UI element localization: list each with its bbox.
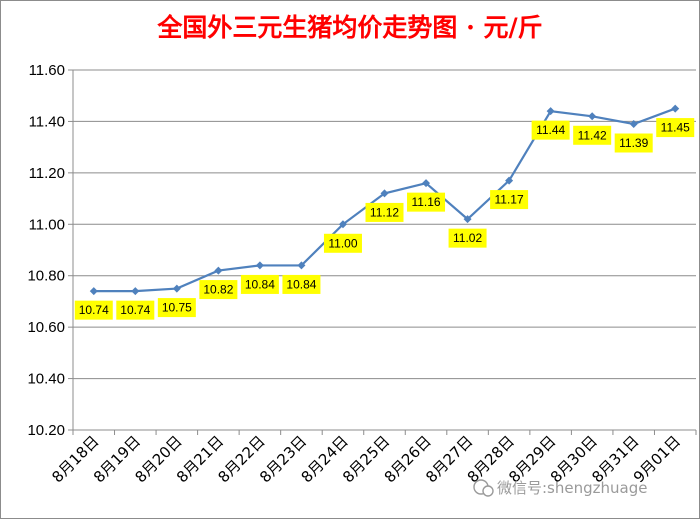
data-point [172, 284, 181, 293]
y-tick-label: 11.20 [29, 165, 65, 182]
axes [68, 69, 697, 435]
wechat-icon [473, 479, 494, 497]
data-point [214, 266, 223, 275]
data-point [588, 112, 597, 121]
data-label-bg [323, 233, 362, 253]
data-label: 10.84 [245, 277, 275, 291]
data-label-bg [199, 280, 238, 300]
data-point [255, 261, 264, 270]
data-label: 11.00 [328, 236, 357, 250]
data-point [671, 104, 680, 113]
data-label: 10.74 [79, 303, 109, 317]
data-label-bg [448, 228, 487, 248]
data-label-bg [531, 120, 570, 140]
data-point [505, 176, 514, 185]
y-tick-label: 10.60 [27, 319, 65, 336]
data-point [131, 287, 140, 296]
data-label: 11.39 [619, 136, 648, 150]
y-tick-label: 10.80 [27, 268, 65, 285]
data-labels: 10.74 10.74 10.75 10.82 10.84 10.84 11.00 11.12… [74, 118, 695, 320]
data-point [463, 215, 472, 224]
data-label: 10.74 [120, 303, 150, 317]
data-label-bg [490, 190, 529, 210]
data-label-bg [365, 202, 404, 222]
data-point [380, 189, 389, 198]
data-label-bg [614, 133, 653, 153]
data-point [338, 220, 347, 229]
data-label-bg [74, 300, 113, 320]
data-label: 11.44 [536, 123, 565, 137]
data-label: 10.82 [203, 283, 233, 297]
data-point [297, 261, 306, 270]
y-axis-ticks: 10.20 10.40 10.60 10.80 11.00 11.20 11.40 11.60 [27, 62, 65, 439]
y-tick-label: 10.20 [27, 422, 65, 439]
data-label-bg [656, 118, 695, 138]
data-label: 11.12 [370, 205, 399, 219]
grid-lines [73, 69, 696, 431]
data-label-bg [116, 300, 155, 320]
y-tick-label: 11.40 [29, 113, 65, 130]
chart-title: 全国外三元生猪均价走势图 · 元/斤 [156, 13, 542, 42]
data-point [89, 287, 98, 296]
data-point [546, 107, 555, 116]
data-label-bg [157, 298, 196, 318]
data-label: 10.75 [162, 301, 192, 315]
data-label: 11.42 [578, 128, 607, 142]
data-point [629, 120, 638, 128]
data-label: 11.02 [453, 231, 482, 245]
watermark: 微信号:shengzhuage [473, 479, 647, 497]
data-label: 11.45 [661, 121, 690, 135]
data-label: 11.17 [495, 193, 524, 207]
data-label-bg [282, 274, 321, 294]
y-tick-label: 11.60 [29, 62, 65, 79]
watermark-text: 微信号:shengzhuage [497, 479, 647, 497]
data-label-bg [240, 274, 279, 294]
data-label: 10.84 [286, 277, 316, 291]
data-label: 11.16 [411, 195, 440, 209]
y-tick-label: 10.40 [27, 371, 65, 388]
data-label-bg [573, 125, 612, 145]
data-point [422, 179, 431, 188]
series-line-group [89, 104, 680, 296]
data-label-bg [407, 192, 446, 212]
y-tick-label: 11.00 [29, 216, 65, 233]
